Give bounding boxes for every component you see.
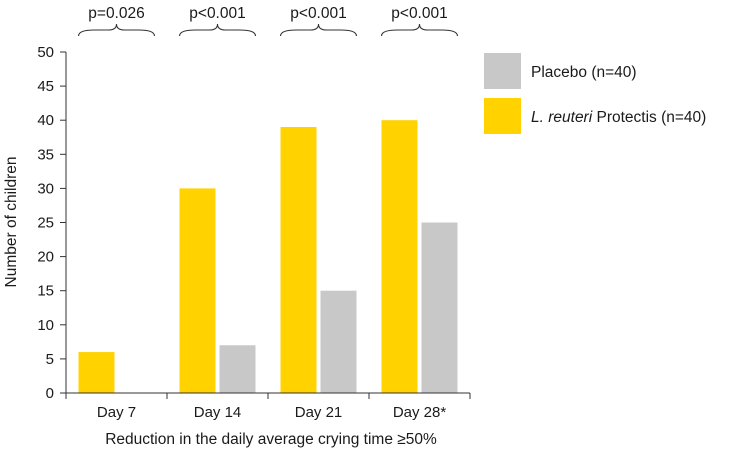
y-tick-label-35: 35 bbox=[37, 146, 54, 163]
y-tick-label-10: 10 bbox=[37, 317, 54, 334]
bars-group bbox=[78, 120, 458, 394]
y-tick-label-25: 25 bbox=[37, 215, 54, 232]
brace-day-28 bbox=[380, 23, 459, 37]
brace-day-21 bbox=[279, 23, 358, 37]
bar-placebo-day-28 bbox=[421, 222, 458, 393]
y-tick-label-45: 45 bbox=[37, 78, 54, 95]
x-ticks-group: Day 7 Day 14 Day 21 Day 28* bbox=[65, 393, 471, 421]
x-tick-label-day-28: Day 28* bbox=[393, 404, 447, 421]
bar-lreuteri-day-7 bbox=[78, 352, 115, 393]
x-tick-label-day-7: Day 7 bbox=[97, 404, 136, 421]
p-value-day-14: p<0.001 bbox=[189, 5, 245, 22]
y-tick-label-15: 15 bbox=[37, 283, 54, 300]
bar-placebo-day-14 bbox=[219, 345, 256, 393]
y-tick-label-50: 50 bbox=[37, 44, 54, 61]
significance-braces-group: p=0.026 p<0.001 p<0.001 p<0.001 bbox=[77, 5, 459, 37]
x-axis-title: Reduction in the daily average crying ti… bbox=[105, 431, 437, 448]
legend-label-lreuteri-rest: Protectis (n=40) bbox=[592, 109, 706, 126]
legend-label-lreuteri-italic: L. reuteri bbox=[531, 109, 593, 126]
brace-day-7 bbox=[77, 23, 156, 37]
y-tick-label-0: 0 bbox=[46, 385, 54, 402]
y-tick-label-20: 20 bbox=[37, 249, 54, 266]
x-tick-label-day-14: Day 14 bbox=[194, 404, 242, 421]
brace-day-14 bbox=[178, 23, 257, 37]
y-tick-label-5: 5 bbox=[46, 351, 54, 368]
legend-label-placebo: Placebo (n=40) bbox=[531, 64, 637, 81]
bar-placebo-day-21 bbox=[320, 290, 357, 393]
p-value-day-28: p<0.001 bbox=[391, 5, 447, 22]
bar-lreuteri-day-28 bbox=[381, 120, 418, 393]
p-value-day-21: p<0.001 bbox=[290, 5, 346, 22]
bar-lreuteri-day-14 bbox=[179, 188, 216, 393]
p-value-day-7: p=0.026 bbox=[88, 5, 144, 22]
legend-label-lreuteri: L. reuteri Protectis (n=40) bbox=[531, 109, 706, 126]
bar-lreuteri-day-21 bbox=[280, 127, 317, 394]
y-ticks-group: 0 5 10 15 20 25 30 35 40 45 50 bbox=[37, 44, 66, 402]
legend-swatch-lreuteri bbox=[484, 98, 521, 134]
x-tick-label-day-21: Day 21 bbox=[295, 404, 343, 421]
y-axis-title: Number of children bbox=[3, 157, 20, 288]
legend: Placebo (n=40) L. reuteri Protectis (n=4… bbox=[484, 53, 706, 134]
y-tick-label-30: 30 bbox=[37, 180, 54, 197]
y-tick-label-40: 40 bbox=[37, 112, 54, 129]
legend-swatch-placebo bbox=[484, 53, 521, 89]
